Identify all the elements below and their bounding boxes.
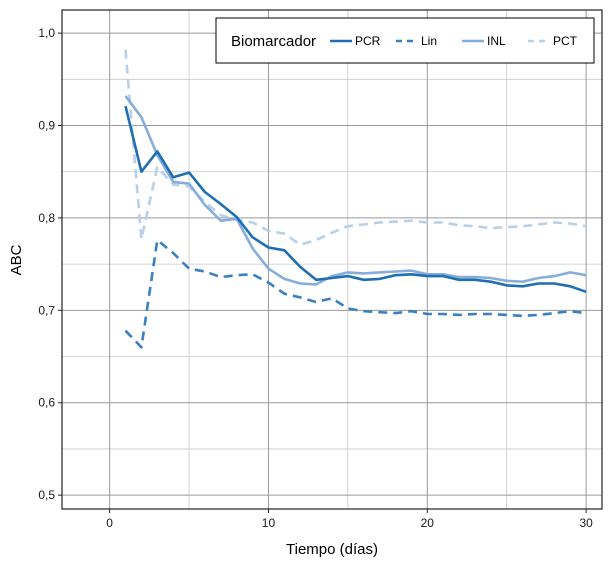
x-tick-label: 30 (579, 516, 593, 530)
y-tick-label: 0,8 (38, 211, 55, 225)
y-tick-label: 0,5 (38, 488, 55, 502)
series-layer (124, 49, 587, 349)
x-tick-label: 10 (262, 516, 276, 530)
legend: Biomarcador PCR Lin INL PCT (215, 17, 595, 64)
x-axis-title: Tiempo (días) (286, 541, 378, 558)
x-tick-label: 20 (421, 516, 435, 530)
legend-label-pct: PCT (553, 34, 578, 48)
plot-background (62, 10, 602, 509)
series-line-pcr (124, 105, 587, 294)
y-tick-label: 0,6 (38, 396, 55, 410)
y-axis-title: ABC (8, 244, 25, 275)
y-tick-label: 0,7 (38, 303, 55, 317)
legend-entries: PCR Lin INL PCT (330, 34, 578, 48)
legend-title: Biomarcador (231, 33, 316, 50)
axis-ticks: 0 10 20 30 0,5 0,6 0,7 0,8 0,9 1,0 (38, 26, 593, 530)
legend-label-pcr: PCR (355, 34, 381, 48)
x-tick-label: 0 (106, 516, 113, 530)
legend-label-inl: INL (487, 34, 506, 48)
legend-label-lin: Lin (421, 34, 437, 48)
y-tick-label: 0,9 (38, 119, 55, 133)
series-line-lin (124, 238, 587, 349)
plot-frame (61, 9, 603, 510)
y-tick-label: 1,0 (38, 26, 55, 40)
series-line-inl (124, 95, 587, 286)
